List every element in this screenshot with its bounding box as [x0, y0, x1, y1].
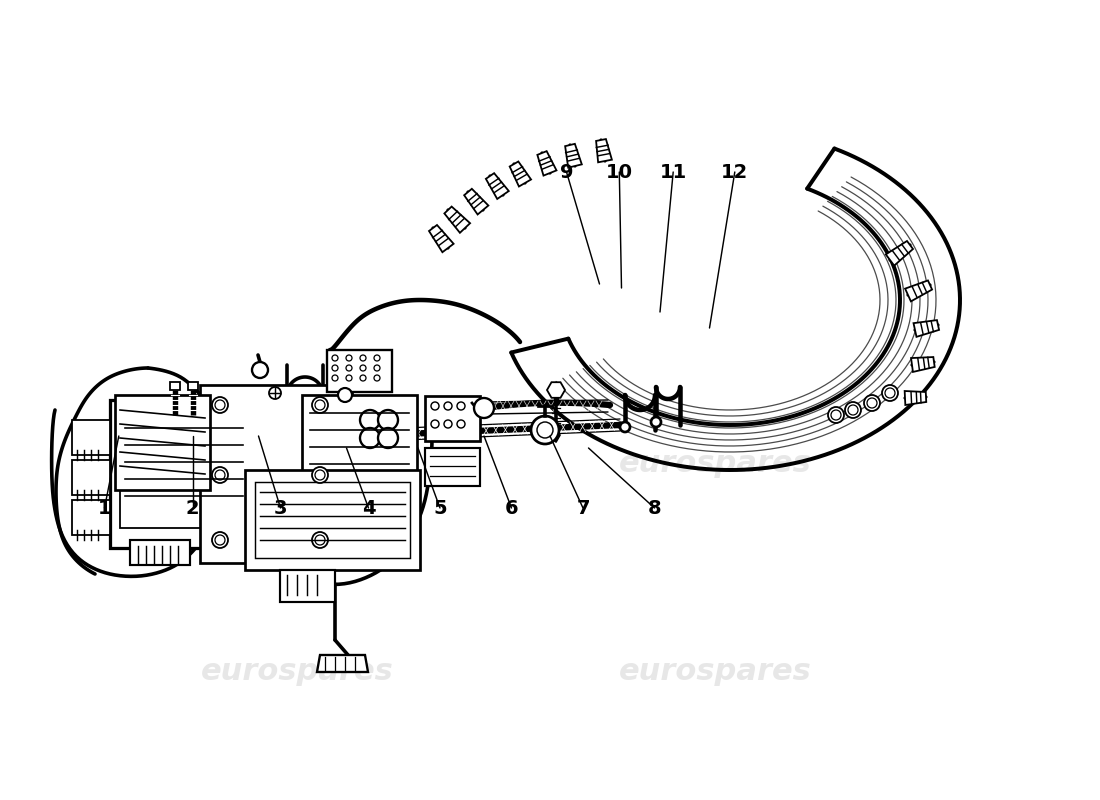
Circle shape [212, 467, 228, 483]
Text: 1: 1 [98, 498, 111, 518]
Text: 11: 11 [660, 162, 686, 182]
Bar [188, 382, 198, 390]
Polygon shape [538, 151, 557, 175]
Text: 3: 3 [274, 498, 287, 518]
Circle shape [845, 402, 861, 418]
Bar [130, 540, 190, 565]
Circle shape [212, 397, 228, 413]
Bar [302, 395, 417, 490]
Polygon shape [905, 281, 932, 302]
Polygon shape [464, 189, 488, 214]
Circle shape [312, 467, 328, 483]
Text: 4: 4 [362, 498, 375, 518]
Polygon shape [509, 162, 531, 186]
Circle shape [312, 397, 328, 413]
Bar [110, 400, 258, 548]
Text: eurospares: eurospares [200, 658, 394, 686]
Text: 9: 9 [560, 162, 573, 182]
Polygon shape [317, 655, 368, 672]
Circle shape [828, 407, 844, 423]
Text: eurospares: eurospares [618, 450, 812, 478]
Circle shape [531, 416, 559, 444]
Bar [245, 470, 420, 570]
Circle shape [620, 422, 630, 432]
Bar [72, 460, 110, 495]
Circle shape [651, 417, 661, 427]
Polygon shape [429, 225, 453, 252]
Bar [200, 385, 352, 563]
Bar [170, 382, 180, 390]
Circle shape [360, 410, 379, 430]
Text: 12: 12 [722, 162, 748, 182]
Bar [120, 415, 248, 528]
Bar [327, 350, 392, 392]
Text: 2: 2 [186, 498, 199, 518]
Text: 7: 7 [576, 498, 590, 518]
Text: eurospares: eurospares [618, 658, 812, 686]
Circle shape [360, 428, 379, 448]
Circle shape [252, 362, 268, 378]
Polygon shape [565, 144, 582, 168]
Polygon shape [886, 241, 913, 266]
Bar [116, 395, 210, 490]
Polygon shape [911, 357, 935, 372]
Text: 10: 10 [606, 162, 632, 182]
Text: 5: 5 [433, 498, 447, 518]
Circle shape [864, 395, 880, 411]
Polygon shape [547, 382, 565, 398]
Circle shape [378, 410, 398, 430]
Bar [280, 570, 336, 602]
Polygon shape [904, 391, 926, 405]
Circle shape [378, 428, 398, 448]
Bar [72, 420, 110, 455]
Bar [425, 396, 480, 441]
Text: 6: 6 [505, 498, 518, 518]
Polygon shape [444, 206, 470, 233]
Circle shape [338, 388, 352, 402]
Bar [255, 482, 410, 558]
Bar [72, 500, 110, 535]
Bar [425, 448, 480, 486]
Circle shape [882, 385, 898, 401]
Polygon shape [486, 173, 509, 199]
Text: 8: 8 [648, 498, 661, 518]
Circle shape [212, 532, 228, 548]
Polygon shape [913, 320, 939, 337]
Circle shape [270, 387, 280, 399]
Polygon shape [596, 139, 612, 162]
Text: eurospares: eurospares [200, 450, 394, 478]
Circle shape [312, 532, 328, 548]
Circle shape [474, 398, 494, 418]
